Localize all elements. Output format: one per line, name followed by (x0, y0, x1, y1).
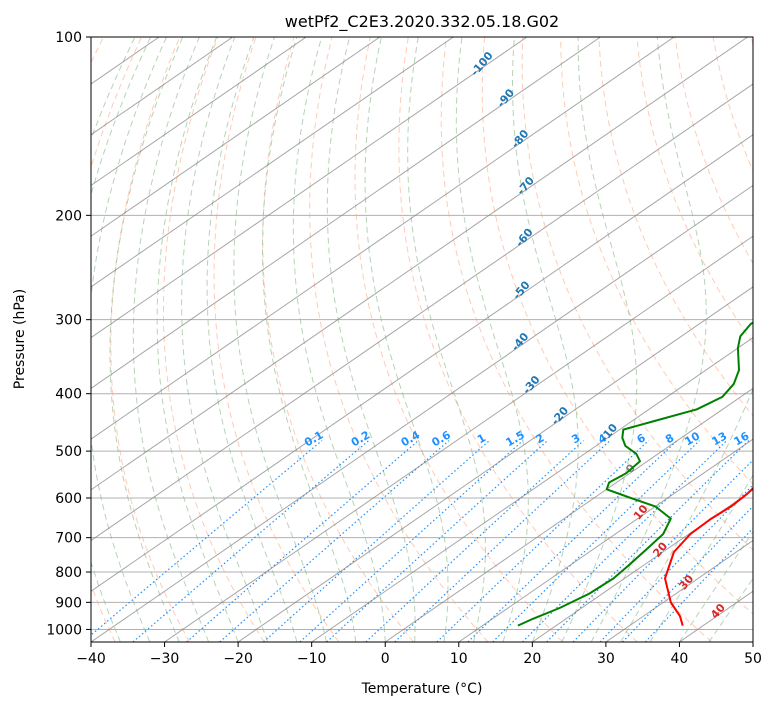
x-tick-label: 40 (671, 651, 689, 667)
isotherm (237, 286, 753, 642)
x-tick-label: −20 (223, 651, 253, 667)
isotherm (91, 37, 528, 339)
moist-adiabat (206, 37, 298, 642)
moist-adiabat (156, 37, 239, 642)
x-tick-label: 20 (523, 651, 541, 667)
y-axis-ticks: 100 200 300 400 500 600 700 800 900 1000 (46, 30, 91, 638)
moist-adiabat (262, 37, 357, 642)
dry-adiabat (521, 37, 753, 551)
isotherm (384, 387, 753, 642)
isotherm (91, 37, 454, 288)
mixing-ratio-line (91, 440, 323, 636)
y-tick-label: 700 (55, 531, 82, 547)
mixing-ratio-line (436, 440, 650, 642)
y-tick-label: 300 (55, 313, 82, 329)
moist-adiabat (364, 37, 449, 642)
isotherm (458, 438, 753, 642)
isotherm (532, 489, 753, 642)
moist-adiabat (109, 37, 184, 642)
isotherm (164, 235, 753, 642)
mixing-ratio-line (522, 440, 728, 642)
mixing-ratio-line (644, 527, 753, 642)
dewpoint-profile (517, 321, 753, 627)
mixing-ratio-line (326, 440, 549, 642)
isotherm (91, 37, 307, 187)
dry-adiabat (163, 37, 265, 642)
profiles (517, 321, 753, 627)
x-axis-ticks: −40 −30 −20 −10 0 10 20 30 40 50 (76, 642, 762, 667)
isotherm (91, 37, 748, 491)
plot-area: 0.10.20.40.611.5234681013162025303601020… (91, 37, 753, 642)
dry-adiabat (598, 37, 753, 417)
moist-adiabat (590, 37, 707, 642)
chart-title: wetPf2_C2E3.2020.332.05.18.G02 (285, 12, 559, 32)
x-tick-label: 0 (381, 651, 390, 667)
isotherm (311, 337, 753, 642)
plot-frame (90, 36, 754, 643)
y-tick-label: 200 (55, 208, 82, 224)
moist-adiabat (708, 577, 753, 642)
moist-adiabat (511, 37, 579, 642)
moist-adiabat (181, 37, 268, 642)
dry-adiabat (636, 37, 753, 344)
x-tick-label: 50 (744, 651, 762, 667)
x-tick-label: −40 (76, 651, 106, 667)
y-tick-label: 800 (55, 565, 82, 581)
isotherm (91, 37, 675, 440)
dry-adiabat (91, 37, 143, 642)
mixing-ratio-line (299, 440, 524, 642)
x-tick-label: −30 (150, 651, 180, 667)
dry-adiabat (481, 37, 753, 615)
pressure-gridlines (91, 37, 753, 630)
x-tick-label: −10 (297, 651, 327, 667)
isotherm (91, 184, 753, 642)
mixing-ratio-line (219, 440, 450, 642)
moist-adiabat (326, 37, 416, 642)
mixing-ratio-line (492, 440, 700, 642)
background-line-labels: 0.10.20.40.611.5234681013162025303601020… (302, 49, 752, 621)
mixing-ratio-lines (91, 440, 753, 642)
moist-adiabat (561, 37, 638, 642)
isotherm (91, 37, 381, 237)
x-tick-label: 30 (597, 651, 615, 667)
y-tick-label: 1000 (46, 622, 82, 638)
isotherm (605, 539, 753, 642)
isotherms (91, 37, 753, 642)
y-tick-label: 600 (55, 491, 82, 507)
isotherm (91, 134, 753, 592)
mixing-ratio-line (467, 440, 678, 642)
moist-adiabats (91, 37, 753, 642)
isotherm (91, 83, 753, 542)
y-tick-label: 500 (55, 444, 82, 460)
moist-adiabat (407, 37, 486, 642)
x-tick-label: 10 (450, 651, 468, 667)
y-tick-label: 900 (55, 595, 82, 611)
mixing-ratio-line (132, 440, 369, 642)
moist-adiabat (132, 37, 210, 642)
mixing-ratio-line (599, 484, 753, 642)
y-tick-label: 100 (55, 30, 82, 46)
isotherm (91, 37, 601, 389)
y-axis-label: Pressure (hPa) (12, 289, 28, 389)
x-axis-label: Temperature (°C) (361, 681, 483, 697)
temperature-profile (664, 486, 753, 626)
dry-adiabat (398, 37, 638, 642)
moist-adiabat (91, 37, 152, 642)
mixing-ratio-line (622, 505, 753, 642)
moist-adiabat (455, 37, 529, 642)
y-tick-label: 400 (55, 387, 82, 403)
moist-adiabat (233, 37, 327, 642)
dry-adiabat (309, 37, 489, 642)
moist-adiabat (292, 37, 386, 642)
mixing-ratio-line (186, 440, 419, 642)
moist-adiabat (649, 474, 753, 642)
dry-adiabat (213, 37, 340, 642)
moist-adiabat (679, 530, 753, 642)
mixing-ratio-line (263, 440, 490, 642)
